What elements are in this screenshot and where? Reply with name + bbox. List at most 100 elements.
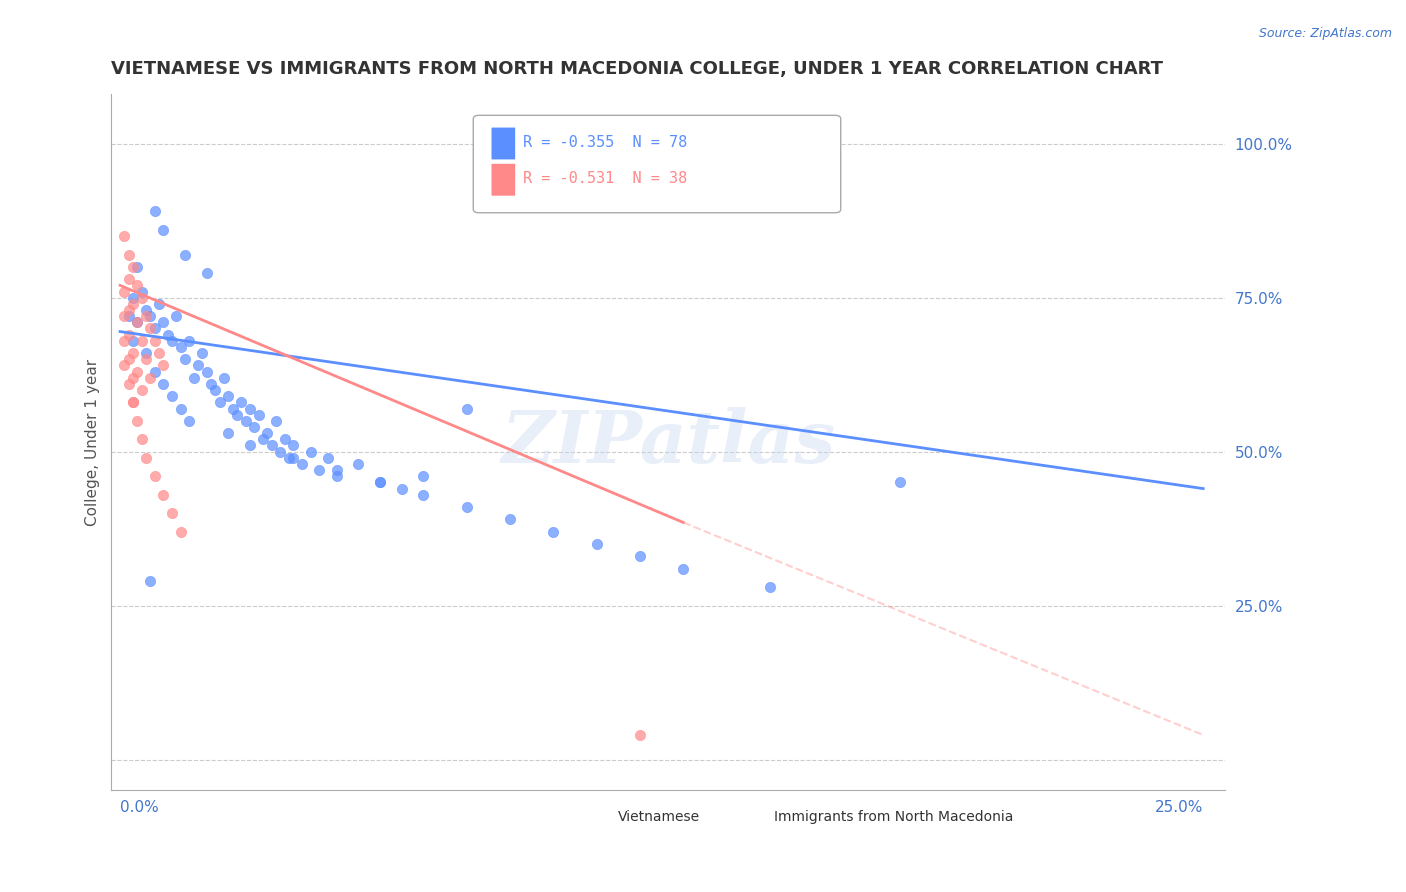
Point [143, 321, 166, 335]
Point [347, 457, 370, 471]
Point [222, 401, 245, 416]
Point [156, 327, 179, 342]
Point [456, 401, 478, 416]
Point [195, 266, 218, 280]
Point [187, 359, 209, 373]
Point [308, 463, 330, 477]
Point [131, 291, 153, 305]
Point [131, 334, 153, 348]
Text: 0.0%: 0.0% [120, 799, 159, 814]
Point [273, 433, 295, 447]
Point [139, 370, 162, 384]
Point [160, 334, 183, 348]
Point [160, 506, 183, 520]
Point [135, 352, 157, 367]
Point [127, 365, 149, 379]
Point [889, 475, 911, 490]
Point [456, 500, 478, 514]
Point [628, 728, 651, 742]
Point [152, 488, 174, 502]
Point [543, 524, 565, 539]
Point [127, 315, 149, 329]
Point [139, 574, 162, 588]
Point [412, 488, 434, 502]
Point [239, 438, 262, 452]
FancyBboxPatch shape [491, 163, 516, 196]
Point [195, 365, 218, 379]
Point [283, 450, 305, 465]
FancyBboxPatch shape [491, 128, 516, 160]
Point [131, 433, 153, 447]
Point [135, 450, 157, 465]
Point [204, 383, 226, 397]
Point [269, 444, 291, 458]
Point [152, 223, 174, 237]
Point [628, 549, 651, 564]
Point [112, 229, 135, 244]
Point [170, 524, 193, 539]
Point [174, 352, 197, 367]
Point [122, 395, 145, 409]
Text: VIETNAMESE VS IMMIGRANTS FROM NORTH MACEDONIA COLLEGE, UNDER 1 YEAR CORRELATION : VIETNAMESE VS IMMIGRANTS FROM NORTH MACE… [111, 60, 1163, 78]
Point [118, 303, 141, 318]
Point [118, 327, 141, 342]
Y-axis label: College, Under 1 year: College, Under 1 year [86, 359, 100, 526]
Point [325, 463, 347, 477]
Point [217, 389, 239, 403]
Point [256, 426, 278, 441]
Point [122, 370, 145, 384]
Text: Source: ZipAtlas.com: Source: ZipAtlas.com [1258, 27, 1392, 40]
Point [118, 309, 141, 323]
Point [170, 401, 193, 416]
Point [217, 426, 239, 441]
FancyBboxPatch shape [583, 806, 613, 827]
Point [247, 408, 270, 422]
Point [143, 469, 166, 483]
Point [112, 309, 135, 323]
FancyBboxPatch shape [740, 806, 769, 827]
Point [143, 204, 166, 219]
Text: R = -0.355  N = 78: R = -0.355 N = 78 [523, 135, 688, 150]
Point [112, 285, 135, 299]
Point [148, 297, 170, 311]
Point [131, 383, 153, 397]
Point [239, 401, 262, 416]
Point [118, 247, 141, 261]
Point [585, 537, 607, 551]
Point [368, 475, 391, 490]
Point [759, 580, 782, 594]
Text: ZIPatlas: ZIPatlas [501, 407, 835, 478]
Point [152, 359, 174, 373]
Point [143, 365, 166, 379]
Point [118, 376, 141, 391]
Text: Vietnamese: Vietnamese [619, 810, 700, 824]
Point [112, 359, 135, 373]
Point [200, 376, 222, 391]
Point [112, 334, 135, 348]
Point [174, 247, 197, 261]
Text: 25.0%: 25.0% [1154, 799, 1204, 814]
Point [127, 414, 149, 428]
Point [131, 285, 153, 299]
Point [368, 475, 391, 490]
Point [191, 346, 214, 360]
Point [139, 321, 162, 335]
Point [316, 450, 339, 465]
Point [208, 395, 231, 409]
Point [135, 303, 157, 318]
Point [291, 457, 314, 471]
Point [278, 450, 301, 465]
Point [122, 395, 145, 409]
Point [243, 420, 266, 434]
Point [231, 395, 253, 409]
Point [235, 414, 257, 428]
Point [127, 278, 149, 293]
Point [122, 346, 145, 360]
Point [148, 346, 170, 360]
Point [143, 334, 166, 348]
Point [226, 408, 249, 422]
Point [412, 469, 434, 483]
Point [122, 334, 145, 348]
Point [152, 376, 174, 391]
Point [672, 562, 695, 576]
